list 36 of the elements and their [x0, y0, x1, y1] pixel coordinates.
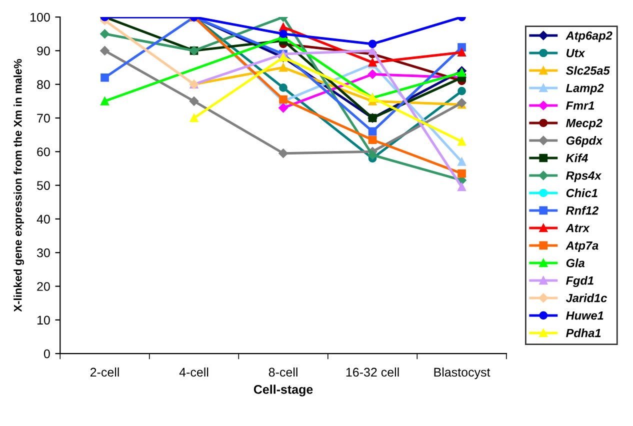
x-tick-label: 8-cell — [268, 367, 298, 377]
y-axis-title: X-linked gene expression from the Xm in male% — [14, 59, 24, 312]
legend-label: Pdha1 — [566, 328, 601, 338]
x-tick-label: 16-32 cell — [346, 367, 399, 377]
legend-label: Rnf12 — [566, 206, 599, 215]
x-axis-title: Cell-stage — [254, 384, 313, 396]
y-tick-label: 90 — [37, 46, 50, 56]
y-tick-label: 50 — [37, 181, 50, 190]
legend-label: Utx — [566, 49, 586, 58]
legend-label: Huwe1 — [566, 311, 604, 320]
y-tick-label: 20 — [37, 282, 50, 291]
y-tick-label: 60 — [37, 147, 50, 156]
legend-label: Mecp2 — [566, 118, 602, 130]
legend-label: Atrx — [566, 224, 590, 232]
legend-label: Atp7a — [566, 241, 598, 252]
y-tick-label: 10 — [37, 316, 50, 325]
x-tick-label: Blastocyst — [434, 367, 490, 380]
legend-label: Chic1 — [566, 188, 598, 198]
legend-label: Atp6ap2 — [566, 31, 612, 42]
legend-label: Fmr1 — [566, 102, 594, 110]
legend-label: Fgd1 — [566, 276, 594, 288]
legend-label: Rps4x — [566, 171, 602, 182]
legend-label: Slc25a5 — [566, 66, 610, 75]
x-tick-label: 4-cell — [179, 367, 208, 377]
y-tick-label: 70 — [37, 114, 50, 123]
legend-label: G6pdx — [566, 136, 603, 148]
y-tick-label: 40 — [36, 214, 50, 224]
y-tick-label: 30 — [36, 248, 50, 258]
y-tick-label: 80 — [37, 80, 50, 89]
y-tick-label: 100 — [30, 12, 50, 22]
y-tick-label: 0 — [44, 349, 50, 358]
legend-label: Kif4 — [566, 154, 588, 162]
legend-label: Gla — [566, 258, 585, 268]
legend-label: Jarid1c — [566, 294, 608, 302]
legend-label: Lamp2 — [566, 84, 604, 95]
x-tick-label: 2-cell — [90, 367, 119, 377]
